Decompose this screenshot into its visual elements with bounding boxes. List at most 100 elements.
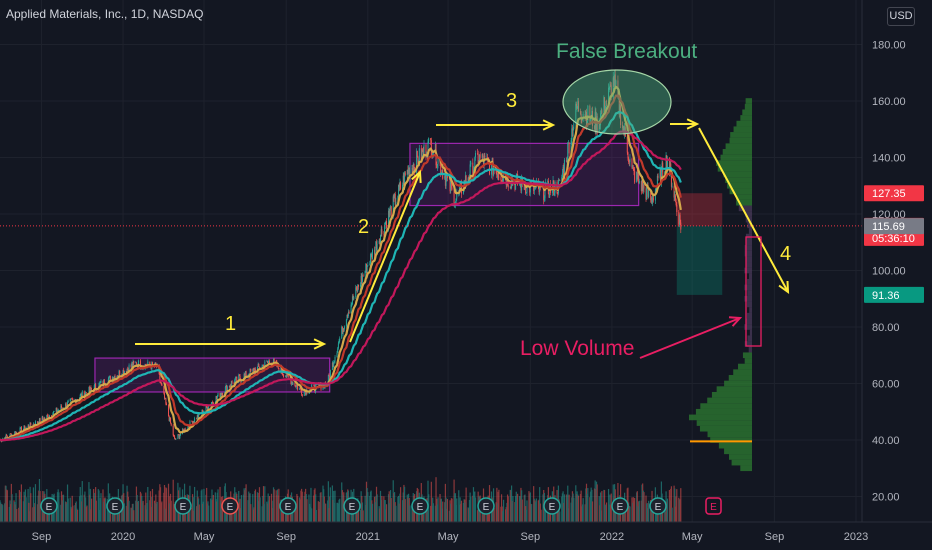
volume-bar: [533, 498, 535, 522]
candle-body: [441, 169, 443, 173]
volume-bar: [647, 502, 649, 522]
candle-body: [43, 417, 45, 421]
candle-body: [10, 433, 12, 435]
candle-body: [139, 360, 141, 369]
candle-body: [434, 144, 436, 154]
volume-profile-bar: [738, 363, 752, 370]
volume-bar: [366, 488, 368, 522]
candle-body: [477, 153, 479, 164]
volume-bar: [208, 505, 210, 522]
volume-bar: [371, 500, 373, 522]
volume-bar: [313, 489, 315, 522]
candle-body: [258, 364, 260, 367]
svg-text:E: E: [112, 502, 119, 513]
price-label: 127.35: [864, 185, 924, 202]
candle-body: [365, 263, 367, 272]
volume-bar: [245, 484, 247, 522]
candle-body: [613, 77, 615, 87]
candle-body: [79, 394, 81, 398]
volume-profile-bar: [722, 149, 752, 155]
volume-bar: [93, 492, 95, 522]
volume-bar: [311, 508, 313, 522]
volume-bar: [29, 486, 31, 522]
volume-bar: [78, 496, 81, 522]
volume-bar: [205, 494, 207, 522]
candle-body: [41, 417, 43, 423]
candle-body: [470, 162, 472, 165]
y-tick-label: 40.00: [872, 435, 900, 447]
volume-bar: [397, 496, 399, 522]
volume-bar: [127, 496, 129, 522]
volume-bar: [71, 495, 73, 522]
volume-bar: [131, 503, 134, 522]
candle-body: [398, 184, 400, 187]
candle-body: [571, 128, 573, 141]
volume-bar: [198, 498, 200, 522]
volume-bar: [156, 501, 158, 522]
volume-bar: [240, 495, 243, 522]
volume-bar: [103, 498, 105, 522]
volume-profile-bar: [749, 329, 752, 336]
volume-bar: [515, 496, 517, 522]
volume-bar: [342, 494, 344, 522]
candle-body: [678, 215, 680, 225]
volume-bar: [100, 493, 102, 522]
candle-body: [673, 186, 675, 198]
candle-body: [491, 161, 493, 175]
candle-body: [343, 326, 345, 330]
volume-bar: [308, 494, 310, 522]
candle-body: [182, 428, 184, 431]
candle-body: [131, 363, 133, 368]
earnings-marker: E: [106, 497, 124, 515]
volume-bar: [533, 486, 535, 522]
wave-label-3: 3: [506, 90, 517, 112]
candle-body: [661, 162, 663, 168]
candle-body: [413, 163, 415, 169]
volume-profile-bar: [744, 284, 752, 291]
volume-bar: [155, 494, 157, 522]
candle-body: [376, 243, 378, 251]
candle-body: [670, 170, 672, 187]
candle-body: [402, 184, 404, 189]
candle-body: [245, 371, 247, 377]
volume-bar: [221, 503, 223, 522]
candle-body: [20, 427, 22, 428]
candle-body: [99, 382, 101, 384]
volume-bar: [272, 500, 274, 522]
low-volume-arrow: [639, 316, 743, 359]
candle-body: [268, 361, 270, 363]
volume-bar: [165, 488, 168, 522]
volume-bar: [570, 502, 572, 522]
candle-body: [515, 176, 517, 181]
candle-body: [155, 362, 157, 365]
volume-bar: [462, 502, 465, 522]
volume-bar: [385, 509, 387, 522]
volume-bar: [575, 493, 578, 522]
volume-bar: [622, 507, 624, 522]
candle-body: [46, 415, 48, 419]
candle-body: [411, 168, 413, 170]
volume-bar: [250, 504, 252, 522]
volume-bar: [206, 503, 208, 522]
candle-body: [589, 105, 591, 121]
volume-bar: [378, 506, 380, 522]
volume-bar: [10, 504, 12, 522]
volume-bar: [32, 507, 34, 522]
volume-bar: [28, 502, 30, 522]
candle-body: [253, 369, 255, 373]
volume-bar: [540, 509, 542, 522]
volume-bar: [70, 506, 72, 522]
currency-button[interactable]: USD: [887, 7, 915, 26]
volume-bar: [679, 499, 681, 522]
candle-body: [296, 385, 298, 387]
volume-bar: [242, 494, 245, 522]
volume-bar: [57, 489, 59, 522]
candle-body: [281, 366, 283, 373]
candle-body: [486, 157, 488, 158]
volume-bar: [496, 487, 498, 522]
candle-body: [422, 149, 424, 151]
volume-bar: [680, 488, 682, 522]
volume-bar: [504, 509, 507, 522]
volume-profile-bar: [745, 262, 752, 268]
